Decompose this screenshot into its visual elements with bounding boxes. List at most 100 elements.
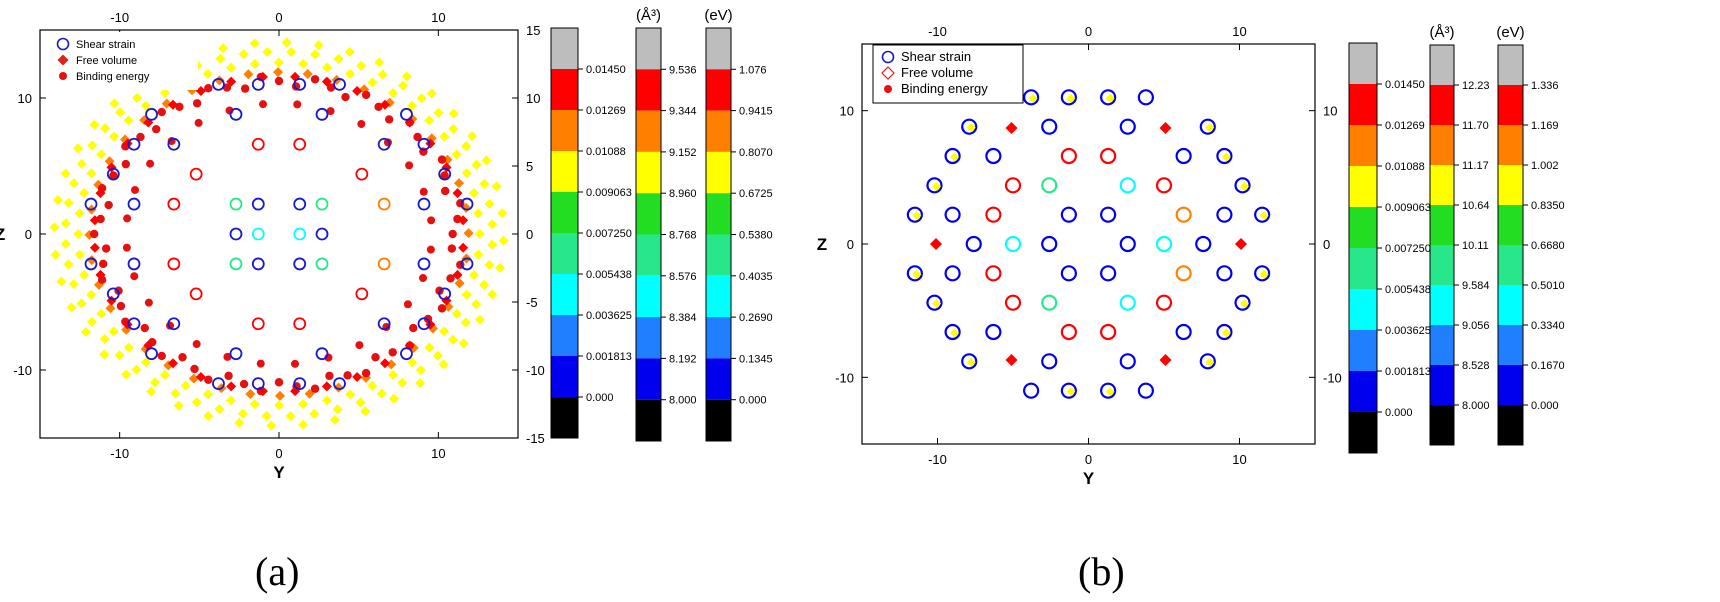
colorbar-segment [551,397,578,438]
shear-strain-point [145,347,158,361]
binding-energy-point [1240,299,1250,309]
y-tick-label: 0 [847,237,854,252]
free-volume-point [202,68,213,79]
shear-strain-point [251,197,265,211]
free-volume-point [380,358,391,369]
right-tick-label: -5 [526,295,538,310]
colorbar-tick-label: 11.17 [1462,160,1489,172]
shear-strain-point [961,353,978,370]
shear-strain-point [84,257,98,271]
free-volume-point [191,397,202,408]
binding-energy-point [966,123,976,133]
colorbar-tick-label: 0.01088 [1385,161,1425,173]
colorbar-tick-label: 0.007250 [1385,243,1431,255]
free-volume-point [262,47,273,58]
free-volume-point [1159,122,1172,134]
data-markers [49,37,509,431]
binding-energy-point [104,200,113,210]
colorbar-tick-label: 10.11 [1462,240,1489,252]
binding-energy-point [123,214,132,223]
colorbar-segment [1430,325,1454,365]
shear-strain-point [1216,206,1233,223]
free-volume-point [497,208,508,219]
colorbar-segment [706,399,731,441]
free-volume-point [479,279,490,290]
free-volume-point [281,37,292,48]
free-volume-point [80,327,91,338]
free-volume-point [1005,354,1018,366]
x-tick-label: -10 [110,446,129,461]
free-volume-point [86,168,97,179]
shear-strain-point [1004,235,1022,253]
shear-strain-point [1041,353,1058,370]
binding-energy-point [116,301,126,311]
free-volume-point [86,255,97,266]
free-volume-point [463,228,474,239]
shear-strain-point [1023,89,1040,106]
plot-frame [39,29,519,439]
free-volume-point [99,334,110,345]
colorbar-tick-label: 0.5010 [1531,280,1565,292]
binding-energy-point [343,371,352,380]
free-volume-point [322,395,333,406]
free-volume-point [105,303,116,314]
shear-strain-point [293,78,307,91]
free-volume-point [50,249,61,260]
colorbar-unit: (Å³) [636,7,661,24]
colorbar-tick-label: 0.2690 [739,312,773,324]
binding-energy-point [204,375,213,384]
free-volume-point [167,358,178,369]
free-volume-point [426,88,437,99]
shear-strain-point [229,347,243,361]
free-volume-point [60,218,71,229]
free-volume-point [225,62,236,73]
colorbar-segment [706,234,731,276]
colorbar-segment [551,192,578,233]
colorbar-tick-label: 9.584 [1462,280,1490,292]
x-tick-label: 10 [431,446,445,461]
colorbar-tick-label: 1.002 [1531,160,1559,172]
shear-strain-point [293,137,307,151]
free-volume-point [274,390,285,401]
colorbar-tick-label: 8.960 [669,188,697,200]
colorbar-segment [706,193,731,235]
colorbar-tick-label: 1.076 [739,64,767,76]
shear-strain-point [212,377,225,391]
free-volume-point [180,380,191,391]
shear-strain-point [1234,177,1251,194]
shear-strain-point [1216,265,1233,282]
shear-strain-point [251,377,265,391]
colorbar-tick-label: 8.576 [669,271,697,283]
colorbar-segment [1430,365,1454,405]
legend-label: Shear strain [901,49,971,64]
colorbar-tick-label: 10.64 [1462,200,1490,212]
colorbar-tick-label: 0.1670 [1531,360,1565,372]
shear-strain-point [1216,323,1233,341]
shear-strain-point [1175,147,1192,165]
free-volume-point [376,388,387,399]
binding-energy-point [293,100,302,109]
shear-strain-point [944,323,961,341]
shear-strain-point [251,227,265,241]
shear-strain-point [189,167,203,181]
free-volume-point [388,87,399,98]
free-volume-point [72,143,83,154]
free-volume-point [461,289,472,300]
shear-strain-point [1195,235,1212,253]
shear-strain-point [293,257,307,271]
colorbar-tick-label: 0.000 [1385,407,1413,419]
colorbar-tick-label: 0.5380 [739,230,773,242]
free-volume-point [479,178,490,189]
colorbar-segment [1430,245,1454,285]
free-volume-point [79,270,90,281]
colorbar-segment [551,151,578,192]
shear-strain-point [315,347,329,361]
binding-energy-point [109,171,118,180]
top-tick-label: -10 [928,24,947,39]
shear-strain-point [377,257,391,271]
colorbar-tick-label: 12.23 [1462,80,1490,92]
shear-strain-point [1041,177,1058,194]
shear-strain-point [1216,147,1233,165]
shear-strain-point [293,317,307,331]
